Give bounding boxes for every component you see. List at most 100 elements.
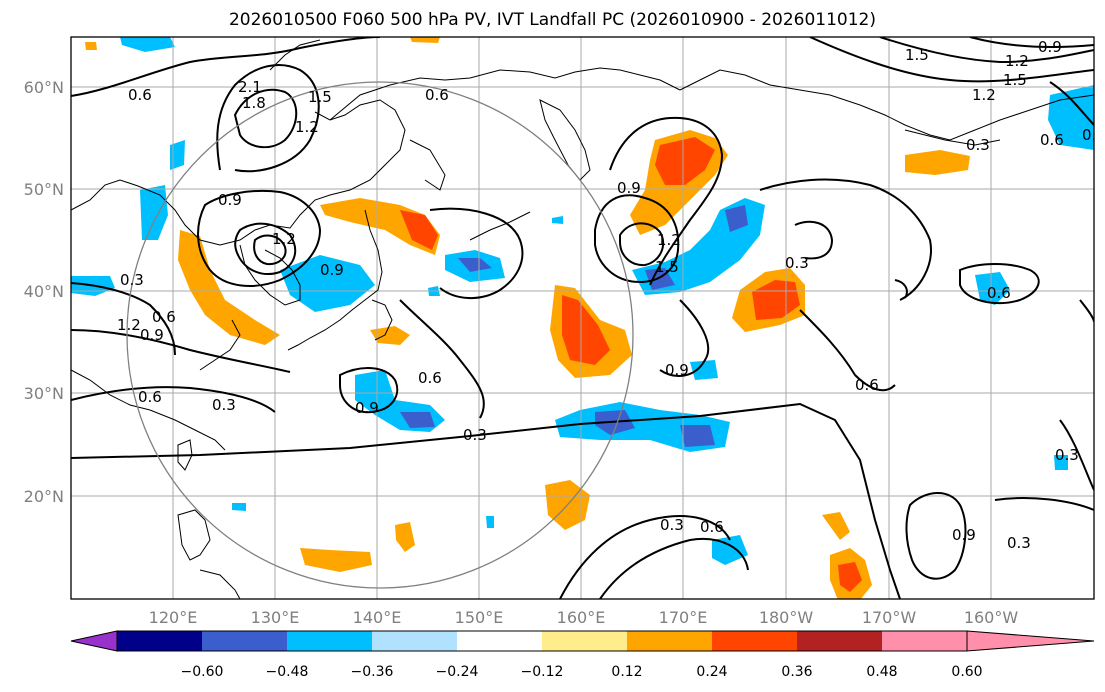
colorbar-tick-label: −0.60	[181, 664, 224, 680]
colorbar-segment	[627, 631, 712, 651]
contour-label: 0.6	[152, 308, 176, 326]
lat-label: 30°N	[24, 384, 64, 403]
colorbar-extend-left	[70, 630, 118, 652]
colorbar-segment	[372, 631, 457, 651]
latitude-labels: 60°N 50°N 40°N 30°N 20°N	[24, 78, 64, 506]
shade-orange	[178, 230, 280, 345]
shade-blue	[458, 258, 492, 272]
contour-label: 1.2	[295, 118, 319, 136]
contour-label: 0.3	[660, 516, 684, 534]
contour-label: 0.6	[855, 376, 879, 394]
contour-label: 0.3	[785, 254, 809, 272]
shade-blue	[725, 205, 748, 232]
map-area: 0.6 2.1 1.8 1.5 1.2 0.6 1.5 1.2 0.9 0.9 …	[71, 37, 1105, 599]
shade-orange	[370, 326, 410, 345]
colorbar-tick-label: −0.12	[521, 664, 564, 680]
shade-cyan	[486, 516, 494, 528]
contour-label: 0.6	[418, 369, 442, 387]
lon-label: 140°E	[353, 608, 402, 627]
contour-label: 0.6	[700, 518, 724, 536]
lat-label: 20°N	[24, 487, 64, 506]
colorbar-tick-label: 0.36	[781, 664, 812, 680]
contour-label: 1.5	[905, 46, 929, 64]
shade-blue	[400, 412, 435, 428]
contour-label: 1.2	[1005, 52, 1029, 70]
shade-cyan	[140, 185, 168, 240]
shade-red	[838, 562, 862, 592]
contour-label: 1.2	[972, 86, 996, 104]
contour-label: 0.9	[665, 361, 689, 379]
lon-label: 160°W	[964, 608, 1019, 627]
shade-cyan	[552, 216, 563, 224]
contour-label: 1.2	[272, 230, 296, 248]
contour-label: 0.3	[212, 396, 236, 414]
shade-cyan	[975, 272, 1010, 305]
longitude-labels: 120°E 130°E 140°E 150°E 160°E 170°E 180°…	[149, 608, 1019, 627]
colorbar-tick-label: 0.48	[866, 664, 897, 680]
contour-label: 1.2	[117, 316, 141, 334]
lon-label: 120°E	[149, 608, 198, 627]
colorbar-tick-label: −0.24	[436, 664, 479, 680]
pv-contours	[71, 37, 1094, 599]
contour-label: 2.1	[238, 78, 262, 96]
lat-label: 40°N	[24, 282, 64, 301]
colorbar-segment	[712, 631, 797, 651]
contour-label: 1.5	[308, 88, 332, 106]
contour-label: 1.5	[1003, 71, 1027, 89]
colorbar-segment	[457, 631, 542, 651]
colorbar: −0.60 −0.48 −0.36 −0.24 −0.12 0.12 0.24 …	[70, 630, 1095, 680]
contour-label: 1.2	[657, 231, 681, 249]
contour-label: 0.9	[218, 191, 242, 209]
colorbar-segment	[117, 631, 202, 651]
colorbar-tick-label: −0.48	[266, 664, 309, 680]
contour-label: 0.3	[1007, 534, 1031, 552]
contour-label: 0.3	[1082, 126, 1105, 144]
contour-label: 0.6	[1040, 131, 1064, 149]
lon-label: 150°E	[455, 608, 504, 627]
shade-orange	[395, 522, 415, 552]
contour-label: 1.5	[655, 258, 679, 276]
contour-label: 0.3	[966, 136, 990, 154]
colorbar-extend-right	[966, 630, 1095, 652]
contour-label: 0.9	[1038, 38, 1062, 56]
contour-label: 1.8	[242, 94, 266, 112]
colorbar-tick-label: 0.24	[696, 664, 727, 680]
shade-orange	[300, 548, 372, 572]
colorbar-segment	[202, 631, 287, 651]
contour-label: 0.6	[138, 388, 162, 406]
shading	[71, 37, 1094, 599]
colorbar-ticks: −0.60 −0.48 −0.36 −0.24 −0.12 0.12 0.24 …	[181, 664, 983, 680]
shade-orange	[822, 512, 850, 540]
lon-label: 130°E	[251, 608, 300, 627]
lon-label: 170°W	[862, 608, 917, 627]
colorbar-tick-label: −0.36	[351, 664, 394, 680]
contour-label: 0.3	[463, 426, 487, 444]
colorbar-segment	[542, 631, 627, 651]
contour-label: 0.6	[425, 86, 449, 104]
shade-cyan	[120, 37, 175, 52]
contour-label: 0.9	[355, 399, 379, 417]
shade-red	[752, 280, 800, 320]
shade-red	[562, 295, 610, 365]
contour-labels: 0.6 2.1 1.8 1.5 1.2 0.6 1.5 1.2 0.9 0.9 …	[117, 38, 1105, 552]
map-frame	[70, 36, 1095, 600]
chart-title: 2026010500 F060 500 hPa PV, IVT Landfall…	[228, 10, 876, 30]
shade-blue	[645, 268, 675, 290]
shade-red	[655, 137, 715, 185]
contour-label: 0.3	[120, 271, 144, 289]
contour-label: 0.6	[987, 284, 1011, 302]
gridlines	[71, 37, 1094, 599]
radius-circle	[126, 81, 634, 589]
contour-label: 0.9	[617, 179, 641, 197]
shade-cyan	[1054, 455, 1068, 470]
lat-label: 60°N	[24, 78, 64, 97]
shade-cyan	[690, 360, 718, 380]
lon-label: 180°W	[759, 608, 814, 627]
colorbar-tick-label: 0.60	[951, 664, 982, 680]
shade-cyan	[232, 503, 246, 511]
shade-blue	[680, 425, 715, 447]
contour-label: 0.3	[1055, 446, 1079, 464]
lon-label: 160°E	[557, 608, 606, 627]
contour-label: 0.9	[952, 526, 976, 544]
